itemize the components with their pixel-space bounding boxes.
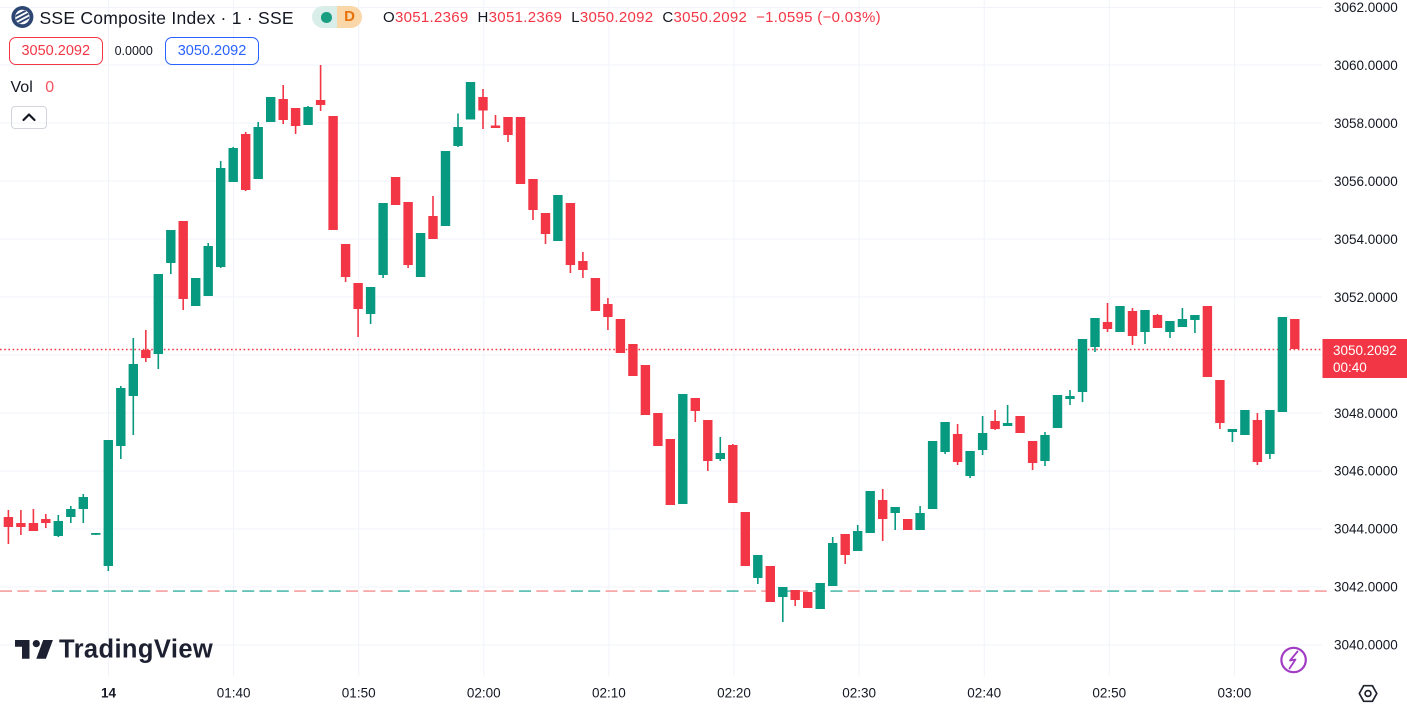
- svg-text:14: 14: [101, 686, 117, 701]
- svg-text:02:50: 02:50: [1092, 686, 1126, 701]
- svg-text:01:50: 01:50: [342, 686, 376, 701]
- svg-text:3040.0000: 3040.0000: [1334, 638, 1398, 653]
- svg-text:3056.0000: 3056.0000: [1334, 174, 1398, 189]
- svg-text:3044.0000: 3044.0000: [1334, 522, 1398, 537]
- svg-text:3042.0000: 3042.0000: [1334, 580, 1398, 595]
- svg-text:TradingView: TradingView: [59, 636, 213, 664]
- svg-text:3054.0000: 3054.0000: [1334, 232, 1398, 247]
- svg-text:02:00: 02:00: [467, 686, 501, 701]
- svg-text:3048.0000: 3048.0000: [1334, 406, 1398, 421]
- svg-text:02:40: 02:40: [967, 686, 1001, 701]
- svg-text:01:40: 01:40: [217, 686, 251, 701]
- svg-text:3050.2092: 3050.2092: [1333, 343, 1397, 358]
- svg-text:3060.0000: 3060.0000: [1334, 58, 1398, 73]
- svg-text:3058.0000: 3058.0000: [1334, 116, 1398, 131]
- svg-text:02:30: 02:30: [842, 686, 876, 701]
- svg-text:03:00: 03:00: [1218, 686, 1252, 701]
- svg-text:3052.0000: 3052.0000: [1334, 290, 1398, 305]
- svg-text:02:20: 02:20: [717, 686, 751, 701]
- svg-text:3046.0000: 3046.0000: [1334, 464, 1398, 479]
- svg-text:02:10: 02:10: [592, 686, 626, 701]
- svg-text:00:40: 00:40: [1333, 360, 1367, 375]
- svg-text:3062.0000: 3062.0000: [1334, 0, 1398, 15]
